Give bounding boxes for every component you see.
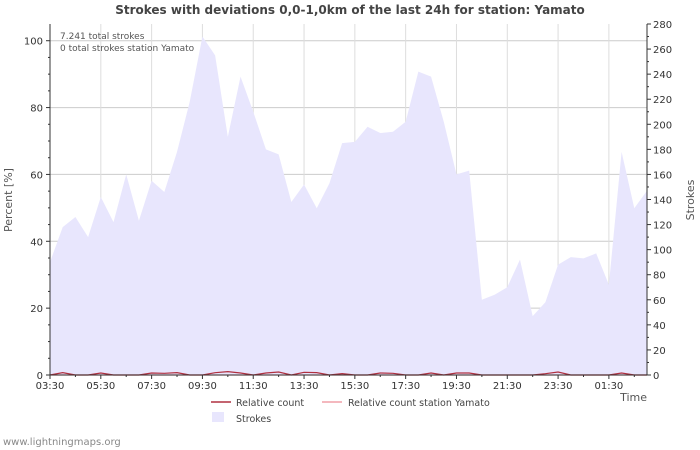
y-left-tick-label-40: 40	[30, 237, 43, 248]
footer-credit: www.lightningmaps.org	[3, 437, 121, 448]
y-right-tick-label-180: 180	[653, 145, 672, 156]
legend-label-relative-count-station: Relative count station Yamato	[348, 398, 490, 409]
y-right-tick-label-80: 80	[653, 271, 666, 282]
x-tick-label-6: 15:30	[340, 381, 369, 392]
x-tick-label-5: 13:30	[290, 381, 319, 392]
x-tick-label-11: 01:30	[594, 381, 623, 392]
y-right-tick-label-140: 140	[653, 196, 672, 207]
y-right-tick-label-0: 0	[653, 371, 659, 382]
y-right-tick-label-280: 280	[653, 20, 672, 31]
y-left-axis-label: Percent [%]	[2, 168, 15, 232]
y-left-tick-label-0: 0	[37, 371, 43, 382]
x-tick-label-0: 03:30	[36, 381, 65, 392]
y-right-tick-label-240: 240	[653, 70, 672, 81]
area-layer	[50, 36, 647, 376]
y-right-tick-label-120: 120	[653, 221, 672, 232]
x-tick-label-10: 23:30	[544, 381, 573, 392]
x-tick-label-1: 05:30	[86, 381, 115, 392]
series-strokes-area	[50, 36, 647, 376]
y-left-tick-label-20: 20	[30, 304, 43, 315]
axis-layer: 0 20 40 60 80 100 0 20 40 60 80 100 120 140 160 180 200 2…	[24, 20, 672, 392]
y-right-tick-label-200: 200	[653, 120, 672, 131]
chart-title: Strokes with deviations 0,0-1,0km of the…	[115, 3, 585, 17]
x-tick-label-8: 19:30	[442, 381, 471, 392]
y-left-tick-label-60: 60	[30, 170, 43, 181]
y-right-tick-label-100: 100	[653, 246, 672, 257]
y-right-axis-label: Strokes	[684, 179, 697, 220]
y-right-tick-label-40: 40	[653, 321, 666, 332]
y-right-tick-label-160: 160	[653, 170, 672, 181]
x-tick-label-2: 07:30	[137, 381, 166, 392]
x-axis-label: Time	[619, 391, 647, 404]
x-tick-label-3: 09:30	[188, 381, 217, 392]
x-tick-label-4: 11:30	[239, 381, 268, 392]
y-right-tick-label-260: 260	[653, 45, 672, 56]
legend-label-strokes: Strokes	[236, 414, 271, 425]
annotation-station-strokes: 0 total strokes station Yamato	[60, 44, 195, 54]
y-right-tick-label-220: 220	[653, 95, 672, 106]
x-tick-label-7: 17:30	[391, 381, 420, 392]
x-tick-label-9: 21:30	[493, 381, 522, 392]
y-right-tick-label-60: 60	[653, 296, 666, 307]
legend-swatch-strokes	[212, 412, 224, 422]
series-relative-count-line	[49, 371, 647, 376]
legend-label-relative-count: Relative count	[236, 398, 304, 409]
y-left-tick-label-100: 100	[24, 37, 43, 48]
y-right-tick-label-20: 20	[653, 346, 666, 357]
y-left-tick-label-80: 80	[30, 104, 43, 115]
annotation-total-strokes: 7.241 total strokes	[60, 32, 145, 42]
